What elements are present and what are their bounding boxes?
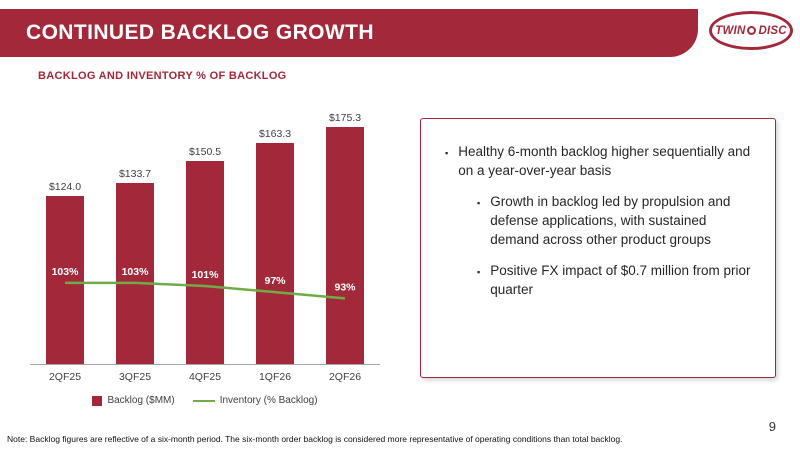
x-axis-label: 1QF26 (258, 371, 292, 383)
x-axis-label: 2QF25 (48, 371, 82, 383)
inventory-swatch-icon (192, 399, 215, 402)
backlog-bar (46, 196, 84, 364)
twin-disc-logo: TWIN DISC (709, 11, 793, 50)
legend-item-inventory: Inventory (% Backlog) (192, 395, 318, 406)
legend-item-backlog: Backlog ($MM) (92, 395, 175, 406)
x-axis: 2QF25 3QF25 4QF25 1QF26 2QF26 (30, 365, 380, 383)
bar-value-label: $163.3 (258, 128, 292, 141)
footnote: Note: Backlog figures are reflective of … (7, 434, 623, 444)
x-axis-label: 4QF25 (188, 371, 222, 383)
page-title: CONTINUED BACKLOG GROWTH (26, 21, 374, 44)
highlights-box: Healthy 6-month backlog higher sequentia… (420, 118, 776, 378)
bullet-icon (445, 143, 448, 180)
bar-column: $163.3 (240, 100, 310, 364)
chart-legend: Backlog ($MM) Inventory (% Backlog) (30, 395, 380, 406)
backlog-bar (256, 143, 294, 364)
logo-word-disc: DISC (758, 24, 787, 37)
bar-value-label: $175.3 (328, 112, 362, 124)
bullet-text: Healthy 6-month backlog higher sequentia… (458, 144, 751, 178)
bar-value-label: $133.7 (118, 168, 152, 181)
backlog-chart: $124.0 $133.7 $150.5 $163.3 $175.3 103% 103% 1… (30, 100, 380, 406)
chart-title: BACKLOG AND INVENTORY % OF BACKLOG (38, 70, 287, 82)
bullet-item: Healthy 6-month backlog higher sequentia… (445, 143, 755, 180)
bars-group: $124.0 $133.7 $150.5 $163.3 $175.3 (30, 100, 380, 364)
backlog-bar (326, 127, 364, 364)
backlog-bar (186, 160, 224, 364)
x-axis-label: 2QF26 (328, 371, 362, 383)
x-axis-label: 3QF25 (118, 371, 152, 383)
page-number: 9 (768, 419, 776, 434)
backlog-bar (116, 183, 154, 364)
bar-column: $124.0 (30, 100, 100, 364)
bullet-item: Positive FX impact of $0.7 million from … (477, 262, 755, 299)
plot-area: $124.0 $133.7 $150.5 $163.3 $175.3 103% 103% 1… (30, 100, 380, 365)
bar-column: $150.5 (170, 100, 240, 364)
bullet-text: Positive FX impact of $0.7 million from … (490, 263, 751, 297)
bullet-text: Growth in backlog led by propulsion and … (490, 194, 731, 247)
bar-value-label: $124.0 (48, 181, 82, 194)
logo-word-twin: TWIN (715, 24, 746, 37)
logo-emblem-icon (747, 26, 757, 35)
bar-column: $133.7 (100, 100, 170, 364)
bullet-item: Growth in backlog led by propulsion and … (477, 193, 755, 249)
legend-inventory-label: Inventory (% Backlog) (219, 395, 318, 406)
bullet-icon (477, 193, 480, 249)
backlog-swatch-icon (92, 395, 103, 406)
bullet-icon (477, 262, 480, 299)
legend-backlog-label: Backlog ($MM) (107, 395, 175, 406)
bar-value-label: $150.5 (188, 145, 222, 158)
bar-column: $175.3 (310, 100, 380, 364)
header-banner: CONTINUED BACKLOG GROWTH (0, 9, 698, 57)
